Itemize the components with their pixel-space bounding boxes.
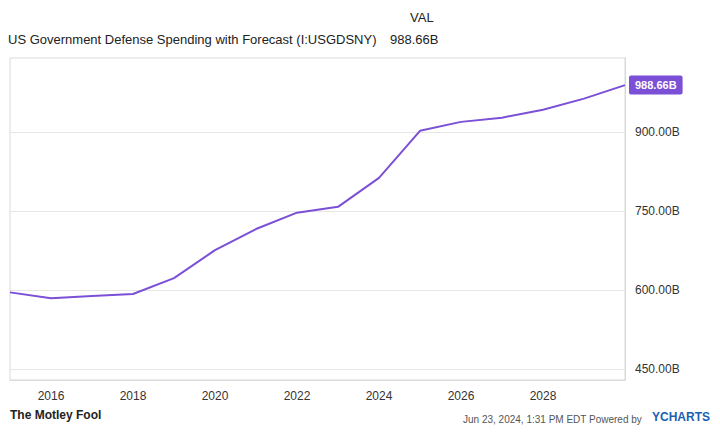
svg-text:2020: 2020	[202, 389, 229, 403]
svg-text:600.00B: 600.00B	[635, 283, 680, 297]
svg-text:2026: 2026	[448, 389, 475, 403]
svg-text:900.00B: 900.00B	[635, 125, 680, 139]
svg-text:The Motley Fool: The Motley Fool	[10, 408, 101, 422]
svg-text:YCHARTS: YCHARTS	[652, 410, 710, 424]
svg-text:US Government Defense Spending: US Government Defense Spending with Fore…	[8, 32, 376, 47]
svg-text:2022: 2022	[284, 389, 311, 403]
svg-text:988.66B: 988.66B	[390, 32, 438, 47]
svg-text:2028: 2028	[530, 389, 557, 403]
svg-text:VAL: VAL	[410, 10, 434, 25]
svg-text:750.00B: 750.00B	[635, 204, 680, 218]
svg-text:2024: 2024	[366, 389, 393, 403]
svg-text:Jun 23, 2024, 1:31 PM EDT Powe: Jun 23, 2024, 1:31 PM EDT Powered by	[463, 414, 642, 425]
svg-text:450.00B: 450.00B	[635, 362, 680, 376]
svg-text:2016: 2016	[38, 389, 65, 403]
svg-text:988.66B: 988.66B	[635, 79, 677, 91]
svg-text:2018: 2018	[120, 389, 147, 403]
